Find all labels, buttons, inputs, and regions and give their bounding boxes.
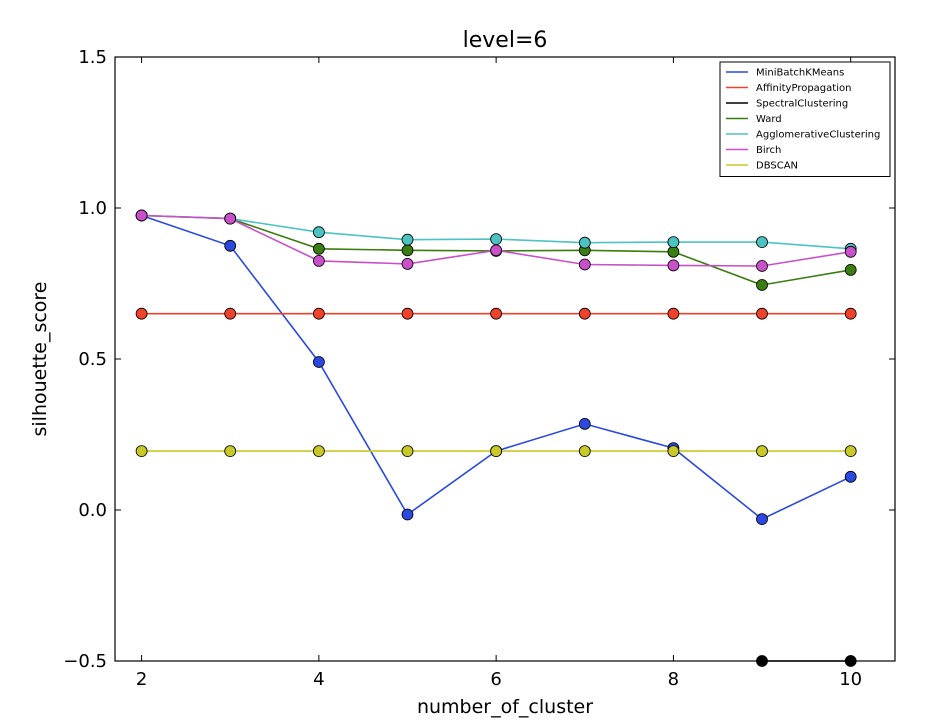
legend-box [719,61,891,177]
x-tick-label: 10 [839,669,862,690]
y-tick-label: 0.5 [78,349,107,370]
data-point [312,254,325,267]
data-point [135,307,148,320]
plot-frame [114,56,896,662]
data-point [667,236,680,249]
y-axis-ticks: −0.5 0.0 0.5 1.0 1.5 [63,47,895,672]
data-point [844,263,857,276]
data-point [578,445,591,458]
legend-entry: Birch [756,145,781,156]
data-point [844,307,857,320]
series-layer [135,209,857,667]
data-point [667,445,680,458]
legend-entry: Ward [756,114,782,125]
data-point [312,242,325,255]
legend-entry: SpectralClustering [756,99,848,110]
data-point [490,445,503,458]
data-point [578,258,591,271]
data-point [844,245,857,258]
data-point [401,307,414,320]
x-tick-label: 6 [490,669,501,690]
data-point [224,445,237,458]
y-tick-label: 1.0 [78,198,107,219]
data-point [756,279,768,291]
data-point [756,513,768,525]
series-DBSCAN [135,445,857,458]
x-tick-label: 4 [313,669,324,690]
data-point [756,307,768,320]
data-point [401,244,414,257]
data-point [578,417,591,430]
data-point [401,233,414,246]
data-point [401,508,414,521]
data-point [135,445,148,458]
series-AffinityPropagation [135,307,857,320]
series-Birch [135,209,857,272]
data-point [667,259,680,272]
data-point [224,239,237,252]
y-axis-label: silhouette_score [29,282,51,437]
data-point [224,212,237,225]
data-point [578,236,591,249]
data-point [490,233,503,246]
x-tick-label: 2 [136,669,147,690]
legend: MiniBatchKMeans AffinityPropagation Spectr… [719,61,891,177]
legend-entry: DBSCAN [756,161,798,172]
data-point [756,445,768,458]
data-point [844,470,857,483]
data-point [312,307,325,320]
data-point [490,244,503,257]
data-point [756,236,768,249]
data-point [401,445,414,458]
data-point [312,445,325,458]
x-tick-label: 8 [668,669,679,690]
data-point [135,209,148,222]
legend-entry: AgglomerativeClustering [756,130,880,141]
data-point [401,257,414,270]
y-tick-label: 1.5 [78,47,107,68]
series-AgglomerativeClustering [135,209,857,255]
data-point [224,307,237,320]
y-tick-label: −0.5 [63,651,107,672]
data-point [844,445,857,458]
y-tick-label: 0.0 [78,500,107,521]
legend-entry: AffinityPropagation [756,83,851,94]
data-point [312,356,325,368]
chart-title: level=6 [463,28,548,53]
legend-entry: MiniBatchKMeans [756,68,844,79]
data-point [756,260,768,272]
x-axis-label: number_of_cluster [417,696,593,718]
data-point [312,226,325,239]
data-point [578,307,591,320]
data-point [490,307,503,320]
data-point [667,307,680,320]
